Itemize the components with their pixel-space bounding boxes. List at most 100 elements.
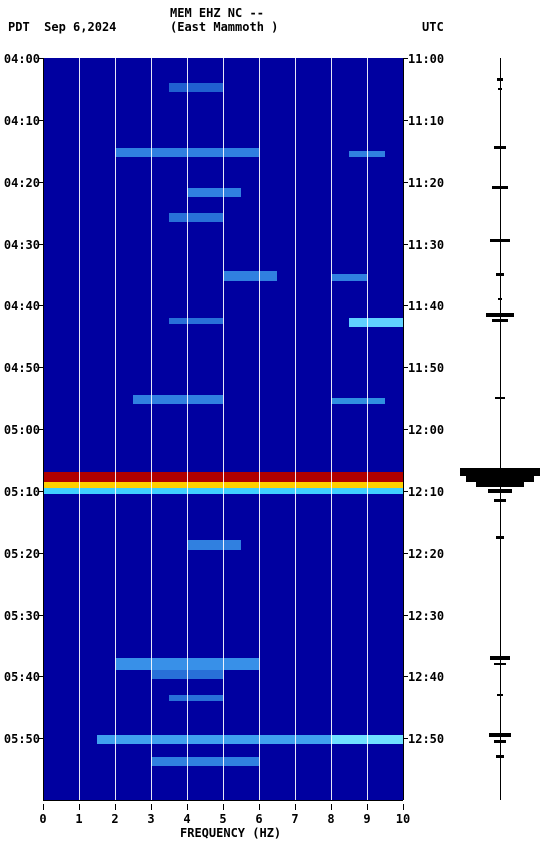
x-tick-label: 4 — [183, 812, 190, 826]
y-tick-left — [38, 553, 43, 554]
gridline — [295, 58, 296, 800]
y-tick-right — [403, 429, 408, 430]
trace-spike — [490, 239, 510, 243]
trace-spike — [494, 740, 506, 743]
trace-spike — [490, 656, 510, 660]
x-tick — [115, 804, 116, 810]
trace-spike — [492, 186, 508, 189]
date: Sep 6,2024 — [44, 20, 116, 34]
spectrogram-feature — [169, 213, 223, 222]
gridline — [79, 58, 80, 800]
y-tick-left — [38, 738, 43, 739]
y-tick-left — [38, 491, 43, 492]
y-tick-left — [38, 244, 43, 245]
y-label-left: 05:00 — [0, 423, 40, 437]
y-tick-right — [403, 120, 408, 121]
x-axis-title: FREQUENCY (HZ) — [180, 826, 281, 840]
x-tick — [79, 804, 80, 810]
trace-spike — [494, 146, 506, 149]
trace-spike — [489, 733, 511, 737]
x-tick-label: 0 — [39, 812, 46, 826]
trace-spike — [494, 499, 506, 502]
x-tick — [367, 804, 368, 810]
y-tick-left — [38, 367, 43, 368]
x-axis-line — [43, 800, 403, 801]
y-tick-right — [403, 615, 408, 616]
y-label-left: 05:30 — [0, 609, 40, 623]
x-tick-label: 1 — [75, 812, 82, 826]
y-label-left: 05:40 — [0, 670, 40, 684]
x-tick — [43, 804, 44, 810]
x-tick-label: 7 — [291, 812, 298, 826]
trace-spike — [476, 482, 524, 488]
trace-spike — [492, 319, 508, 322]
y-label-right: 12:30 — [408, 609, 444, 623]
y-tick-left — [38, 120, 43, 121]
trace-spike — [495, 397, 505, 400]
x-tick — [331, 804, 332, 810]
y-label-left: 04:50 — [0, 361, 40, 375]
y-label-right: 11:40 — [408, 299, 444, 313]
y-tick-left — [38, 615, 43, 616]
y-tick-right — [403, 553, 408, 554]
y-tick-right — [403, 367, 408, 368]
spectrogram-feature — [187, 540, 241, 549]
x-tick-label: 6 — [255, 812, 262, 826]
gridline — [331, 58, 332, 800]
spectrogram-feature — [349, 318, 403, 327]
x-tick-label: 8 — [327, 812, 334, 826]
trace-centerline — [500, 58, 501, 800]
station-name: (East Mammoth ) — [170, 20, 278, 34]
y-label-left: 04:30 — [0, 238, 40, 252]
y-label-left: 05:20 — [0, 547, 40, 561]
spectrogram-feature — [187, 188, 241, 197]
station-code: MEM EHZ NC -- — [170, 6, 264, 20]
trace-spike — [497, 694, 503, 696]
trace-spike — [494, 663, 506, 666]
gridline — [151, 58, 152, 800]
trace-spike — [486, 313, 514, 317]
y-label-right: 11:50 — [408, 361, 444, 375]
y-tick-right — [403, 244, 408, 245]
y-label-left: 04:00 — [0, 52, 40, 66]
seismic-trace — [460, 58, 540, 800]
gridline — [367, 58, 368, 800]
y-label-right: 12:10 — [408, 485, 444, 499]
x-tick-label: 10 — [396, 812, 410, 826]
y-label-right: 12:00 — [408, 423, 444, 437]
trace-spike — [496, 536, 504, 539]
y-tick-left — [38, 676, 43, 677]
y-tick-left — [38, 305, 43, 306]
x-tick — [259, 804, 260, 810]
trace-spike — [498, 298, 502, 300]
trace-spike — [497, 78, 503, 80]
y-tick-left — [38, 58, 43, 59]
x-tick-label: 2 — [111, 812, 118, 826]
gridline — [259, 58, 260, 800]
gridline — [115, 58, 116, 800]
x-tick — [295, 804, 296, 810]
y-tick-right — [403, 491, 408, 492]
spectrogram-feature — [169, 695, 223, 701]
timezone-left: PDT — [8, 20, 30, 34]
y-label-left: 04:40 — [0, 299, 40, 313]
y-tick-right — [403, 182, 408, 183]
spectrogram-feature — [169, 83, 223, 92]
y-label-left: 05:50 — [0, 732, 40, 746]
x-tick — [223, 804, 224, 810]
timezone-right: UTC — [422, 20, 444, 34]
y-tick-right — [403, 58, 408, 59]
spectrogram-feature — [331, 398, 385, 404]
y-label-right: 12:20 — [408, 547, 444, 561]
spectrogram-feature — [169, 318, 223, 324]
gridline — [187, 58, 188, 800]
gridline — [223, 58, 224, 800]
y-label-right: 11:20 — [408, 176, 444, 190]
x-tick — [151, 804, 152, 810]
y-label-left: 04:10 — [0, 114, 40, 128]
header-left: PDT Sep 6,2024 — [8, 20, 116, 34]
y-label-left: 04:20 — [0, 176, 40, 190]
trace-spike — [488, 489, 512, 493]
y-label-left: 05:10 — [0, 485, 40, 499]
trace-spike — [496, 273, 504, 276]
